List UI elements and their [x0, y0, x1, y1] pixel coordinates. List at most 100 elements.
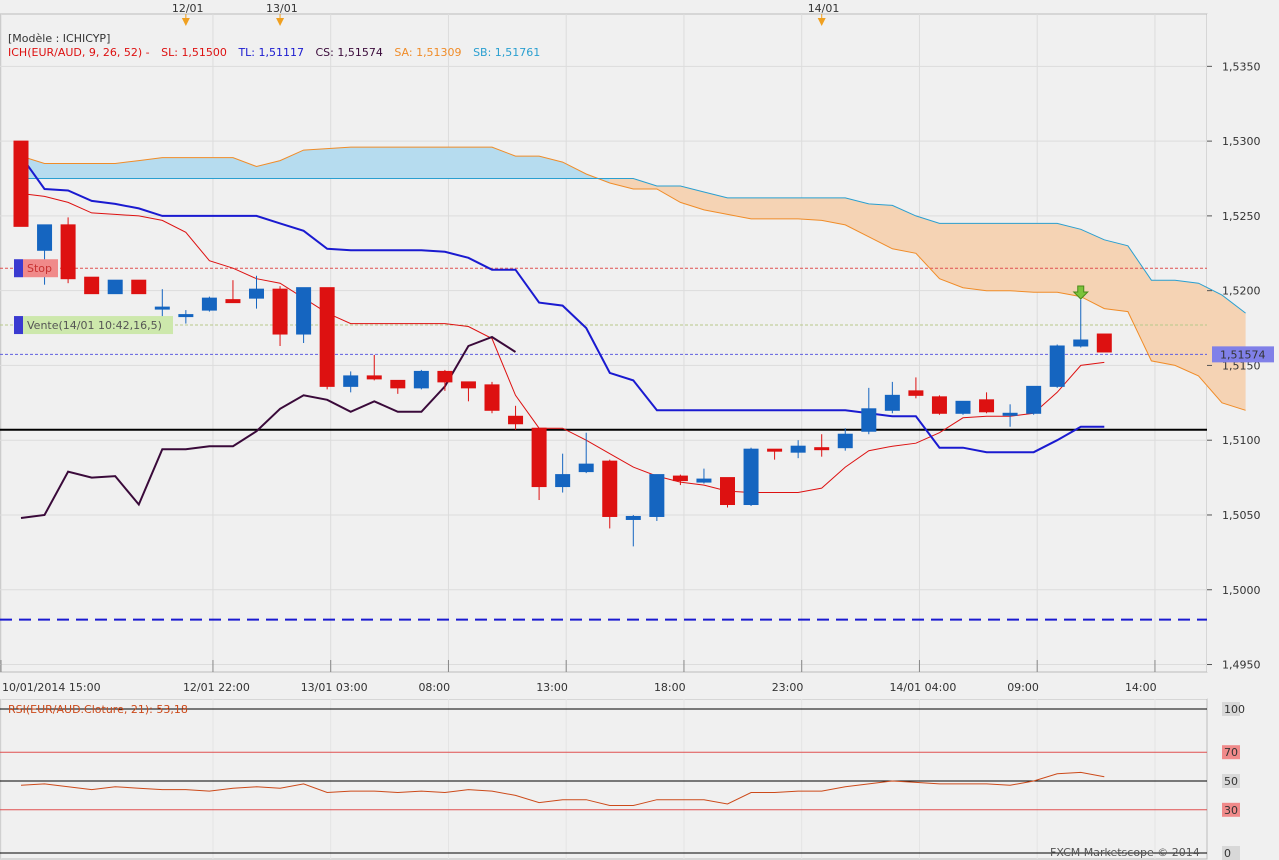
copyright: FXCM Marketscope © 2014	[1050, 846, 1200, 859]
candle-body	[437, 370, 453, 383]
tl-label: TL: 1,51117	[237, 46, 304, 59]
candle-body	[225, 299, 241, 304]
candle-body	[296, 287, 312, 335]
candle	[1002, 404, 1018, 427]
indicator-legend: ICH(EUR/AUD, 9, 26, 52) - SL: 1,51500 TL…	[8, 46, 540, 59]
candle-body	[154, 306, 170, 310]
candle-body	[13, 140, 29, 227]
price-tick-label: 1,5300	[1222, 135, 1261, 148]
candle	[225, 280, 241, 304]
stop-marker-tag	[23, 259, 58, 278]
axes[interactable]: 1,5350 1,5300 1,5250 1,5200 1,5150 1,5100 1,50…	[0, 2, 1274, 699]
price-tick-label: 1,5150	[1222, 359, 1261, 372]
rsi-level-label: 70	[1224, 746, 1238, 759]
candle	[767, 448, 783, 460]
candle	[319, 287, 335, 390]
candle	[696, 468, 712, 484]
candle	[1073, 299, 1089, 348]
candle-body	[131, 279, 147, 295]
time-tick-label: 23:00	[772, 681, 804, 694]
time-tick-label: 18:00	[654, 681, 686, 694]
candle-body	[37, 224, 53, 251]
model-label: [Modèle : ICHICYP]	[8, 32, 110, 45]
candle	[131, 279, 147, 295]
candle-body	[767, 448, 783, 452]
candle	[296, 287, 312, 343]
rsi-level-tag	[1222, 846, 1240, 860]
rsi-level-label: 100	[1224, 703, 1245, 716]
candle-body	[343, 375, 359, 387]
candle-body	[531, 427, 547, 488]
senkou-span-b-line	[21, 178, 1246, 314]
date-marker-triangle	[276, 18, 285, 26]
rsi-level-label: 0	[1224, 847, 1231, 860]
price-tick-label: 1,5000	[1222, 584, 1261, 597]
candle-body	[979, 399, 995, 413]
candle	[343, 371, 359, 393]
main-panel-background	[0, 13, 1208, 673]
current-price-tag	[1212, 346, 1274, 363]
candle	[578, 432, 594, 474]
candle-body	[837, 433, 853, 449]
candle	[555, 453, 571, 493]
candle	[272, 286, 288, 346]
candle	[413, 369, 429, 390]
sell-signal-arrow-icon	[1072, 285, 1089, 300]
rsi-panel-background	[0, 698, 1208, 860]
date-marker-label: 12/01	[172, 2, 204, 15]
candle-body	[790, 445, 806, 453]
horizontal-levels	[0, 267, 1207, 621]
candle	[531, 427, 547, 501]
candle	[460, 381, 476, 402]
date-marker-label: 14/01	[808, 2, 840, 15]
sa-label: SA: 1,51309	[394, 46, 461, 59]
candle	[955, 400, 971, 415]
cs-label: CS: 1,51574	[315, 46, 382, 59]
candle-body	[1096, 333, 1112, 353]
senkou-span-a-line	[20, 146, 1246, 411]
candle	[1026, 385, 1042, 415]
candle-body	[625, 515, 641, 520]
candlesticks	[13, 140, 1112, 547]
candle-body	[1049, 345, 1065, 387]
time-tick-label: 14/01 04:00	[889, 681, 956, 694]
time-tick-label: 08:00	[418, 681, 450, 694]
rsi-label: RSI(EUR/AUD.Cloture, 21): 53,18	[8, 703, 188, 716]
candle	[437, 369, 453, 391]
candle-body	[955, 400, 971, 414]
candle	[201, 296, 217, 312]
candle-body	[1002, 412, 1018, 416]
trade-markers: Stop Vente(14/01 10:42,16,5)	[14, 259, 1089, 335]
candle	[484, 381, 500, 414]
candle-body	[201, 297, 217, 311]
ichimoku-lines	[20, 146, 1246, 519]
candle-body	[672, 475, 688, 482]
sb-label: SB: 1,51761	[473, 46, 540, 59]
candle-body	[508, 415, 524, 425]
candle	[649, 474, 665, 521]
candle	[672, 474, 688, 486]
ichimoku-cloud	[21, 147, 1246, 411]
candle-body	[390, 379, 406, 389]
candle-body	[884, 394, 900, 411]
price-tick-label: 1,5250	[1222, 210, 1261, 223]
candle-body	[84, 276, 100, 295]
price-tick-label: 1,4950	[1222, 659, 1261, 672]
candle	[1049, 344, 1065, 388]
candle-body	[460, 381, 476, 389]
stop-marker-block	[14, 259, 23, 278]
candle-body	[743, 448, 759, 506]
candle-body	[60, 224, 76, 280]
candle	[931, 395, 947, 415]
candle	[366, 354, 382, 381]
candle-body	[649, 474, 665, 517]
candle	[743, 447, 759, 507]
candle-body	[1073, 339, 1089, 347]
stop-label: Stop	[27, 262, 52, 275]
date-marker-triangle	[817, 18, 826, 26]
candle-body	[696, 478, 712, 483]
time-tick-label: 13/01 03:00	[301, 681, 368, 694]
candle	[814, 434, 830, 457]
rsi-level-tag	[1222, 802, 1240, 817]
